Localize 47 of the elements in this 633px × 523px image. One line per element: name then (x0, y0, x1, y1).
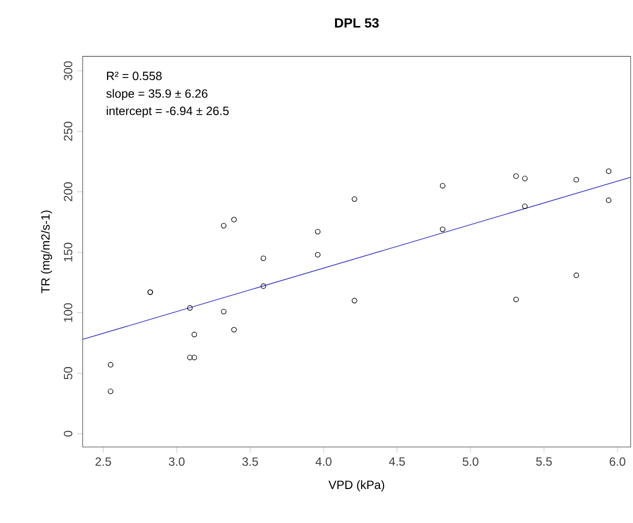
point (352, 196, 358, 202)
point (231, 216, 237, 222)
point (574, 176, 580, 182)
y-axis-title: TR (mg/m2/s-1) (40, 210, 52, 294)
point (352, 298, 358, 304)
x-tick-label: 3.5 (242, 457, 258, 466)
point (108, 388, 114, 394)
point (522, 176, 528, 182)
point (220, 222, 226, 228)
point (440, 183, 446, 188)
point (606, 168, 612, 174)
y-tick-label: 150 (64, 242, 72, 262)
point (522, 204, 528, 210)
y-tick-label: 300 (64, 61, 72, 80)
point (574, 272, 580, 278)
x-tick-label: 4.5 (389, 457, 405, 466)
y-tick-label: 250 (64, 122, 72, 141)
x-tick-label: 5.0 (462, 457, 478, 466)
point (187, 354, 193, 360)
annotation: intercept = -6.94 ± 26.5 (106, 106, 229, 118)
point (192, 332, 198, 338)
point (606, 198, 612, 203)
annotation: slope = 35.9 ± 6.26 (106, 89, 208, 100)
chart-title: DPL 53 (335, 18, 379, 28)
y-tick-label: 50 (64, 367, 72, 380)
x-tick-label: 4.0 (316, 457, 332, 466)
x-axis-title: VPD (kPa) (328, 480, 384, 492)
point (440, 226, 446, 232)
point (231, 326, 237, 332)
point (260, 283, 266, 289)
x-tick-label: 6.0 (610, 457, 626, 466)
point (315, 252, 320, 258)
point (192, 354, 198, 360)
x-tick-label: 3.0 (168, 457, 185, 466)
point (260, 256, 266, 262)
y-tick-label: 0 (64, 430, 72, 437)
point (220, 308, 226, 314)
annotation: R² = 0.558 (107, 72, 162, 80)
point (513, 296, 519, 302)
point (187, 305, 193, 311)
x-tick-label: 5.5 (536, 457, 552, 466)
point (513, 173, 519, 179)
point (315, 228, 320, 234)
y-tick-label: 100 (64, 303, 72, 322)
y-tick-label: 200 (64, 182, 72, 202)
point (108, 362, 114, 368)
x-tick-label: 2.5 (96, 457, 112, 466)
